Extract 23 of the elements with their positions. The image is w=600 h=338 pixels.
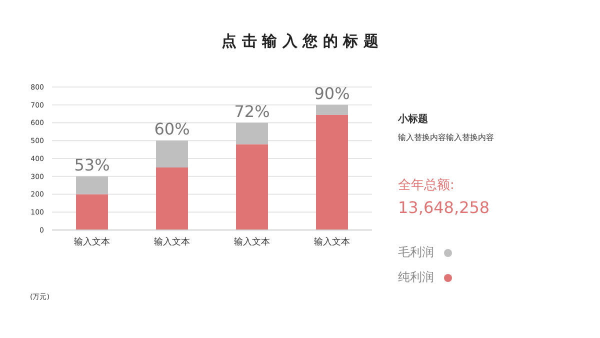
bar xyxy=(236,122,268,144)
x-tick-label: 输入文本 xyxy=(154,236,190,248)
bar xyxy=(76,194,108,230)
bar xyxy=(76,176,108,194)
bar xyxy=(156,140,188,168)
legend-label: 毛利润 xyxy=(398,244,434,261)
x-tick-label: 输入文本 xyxy=(74,236,110,248)
annotation: 72% xyxy=(234,102,270,121)
text: 输入替换内容输入替换内容 xyxy=(398,132,495,143)
bar xyxy=(316,114,348,230)
x-tick-label: 输入文本 xyxy=(314,236,350,248)
annotation: 90% xyxy=(314,84,350,103)
x-tick-label: 输入文本 xyxy=(234,236,270,248)
text: 13,648,258 xyxy=(398,198,490,217)
text: 小标题 xyxy=(398,112,428,126)
chart-title: 点 击 输 入 您 的 标 题 xyxy=(220,32,380,51)
annotation: 53% xyxy=(74,155,110,174)
legend-label: 纯利润 xyxy=(398,269,434,286)
text: 全年总额: xyxy=(398,177,454,194)
bar xyxy=(236,144,268,230)
annotation: 60% xyxy=(154,120,190,139)
bar xyxy=(156,167,188,230)
bar xyxy=(316,104,348,115)
